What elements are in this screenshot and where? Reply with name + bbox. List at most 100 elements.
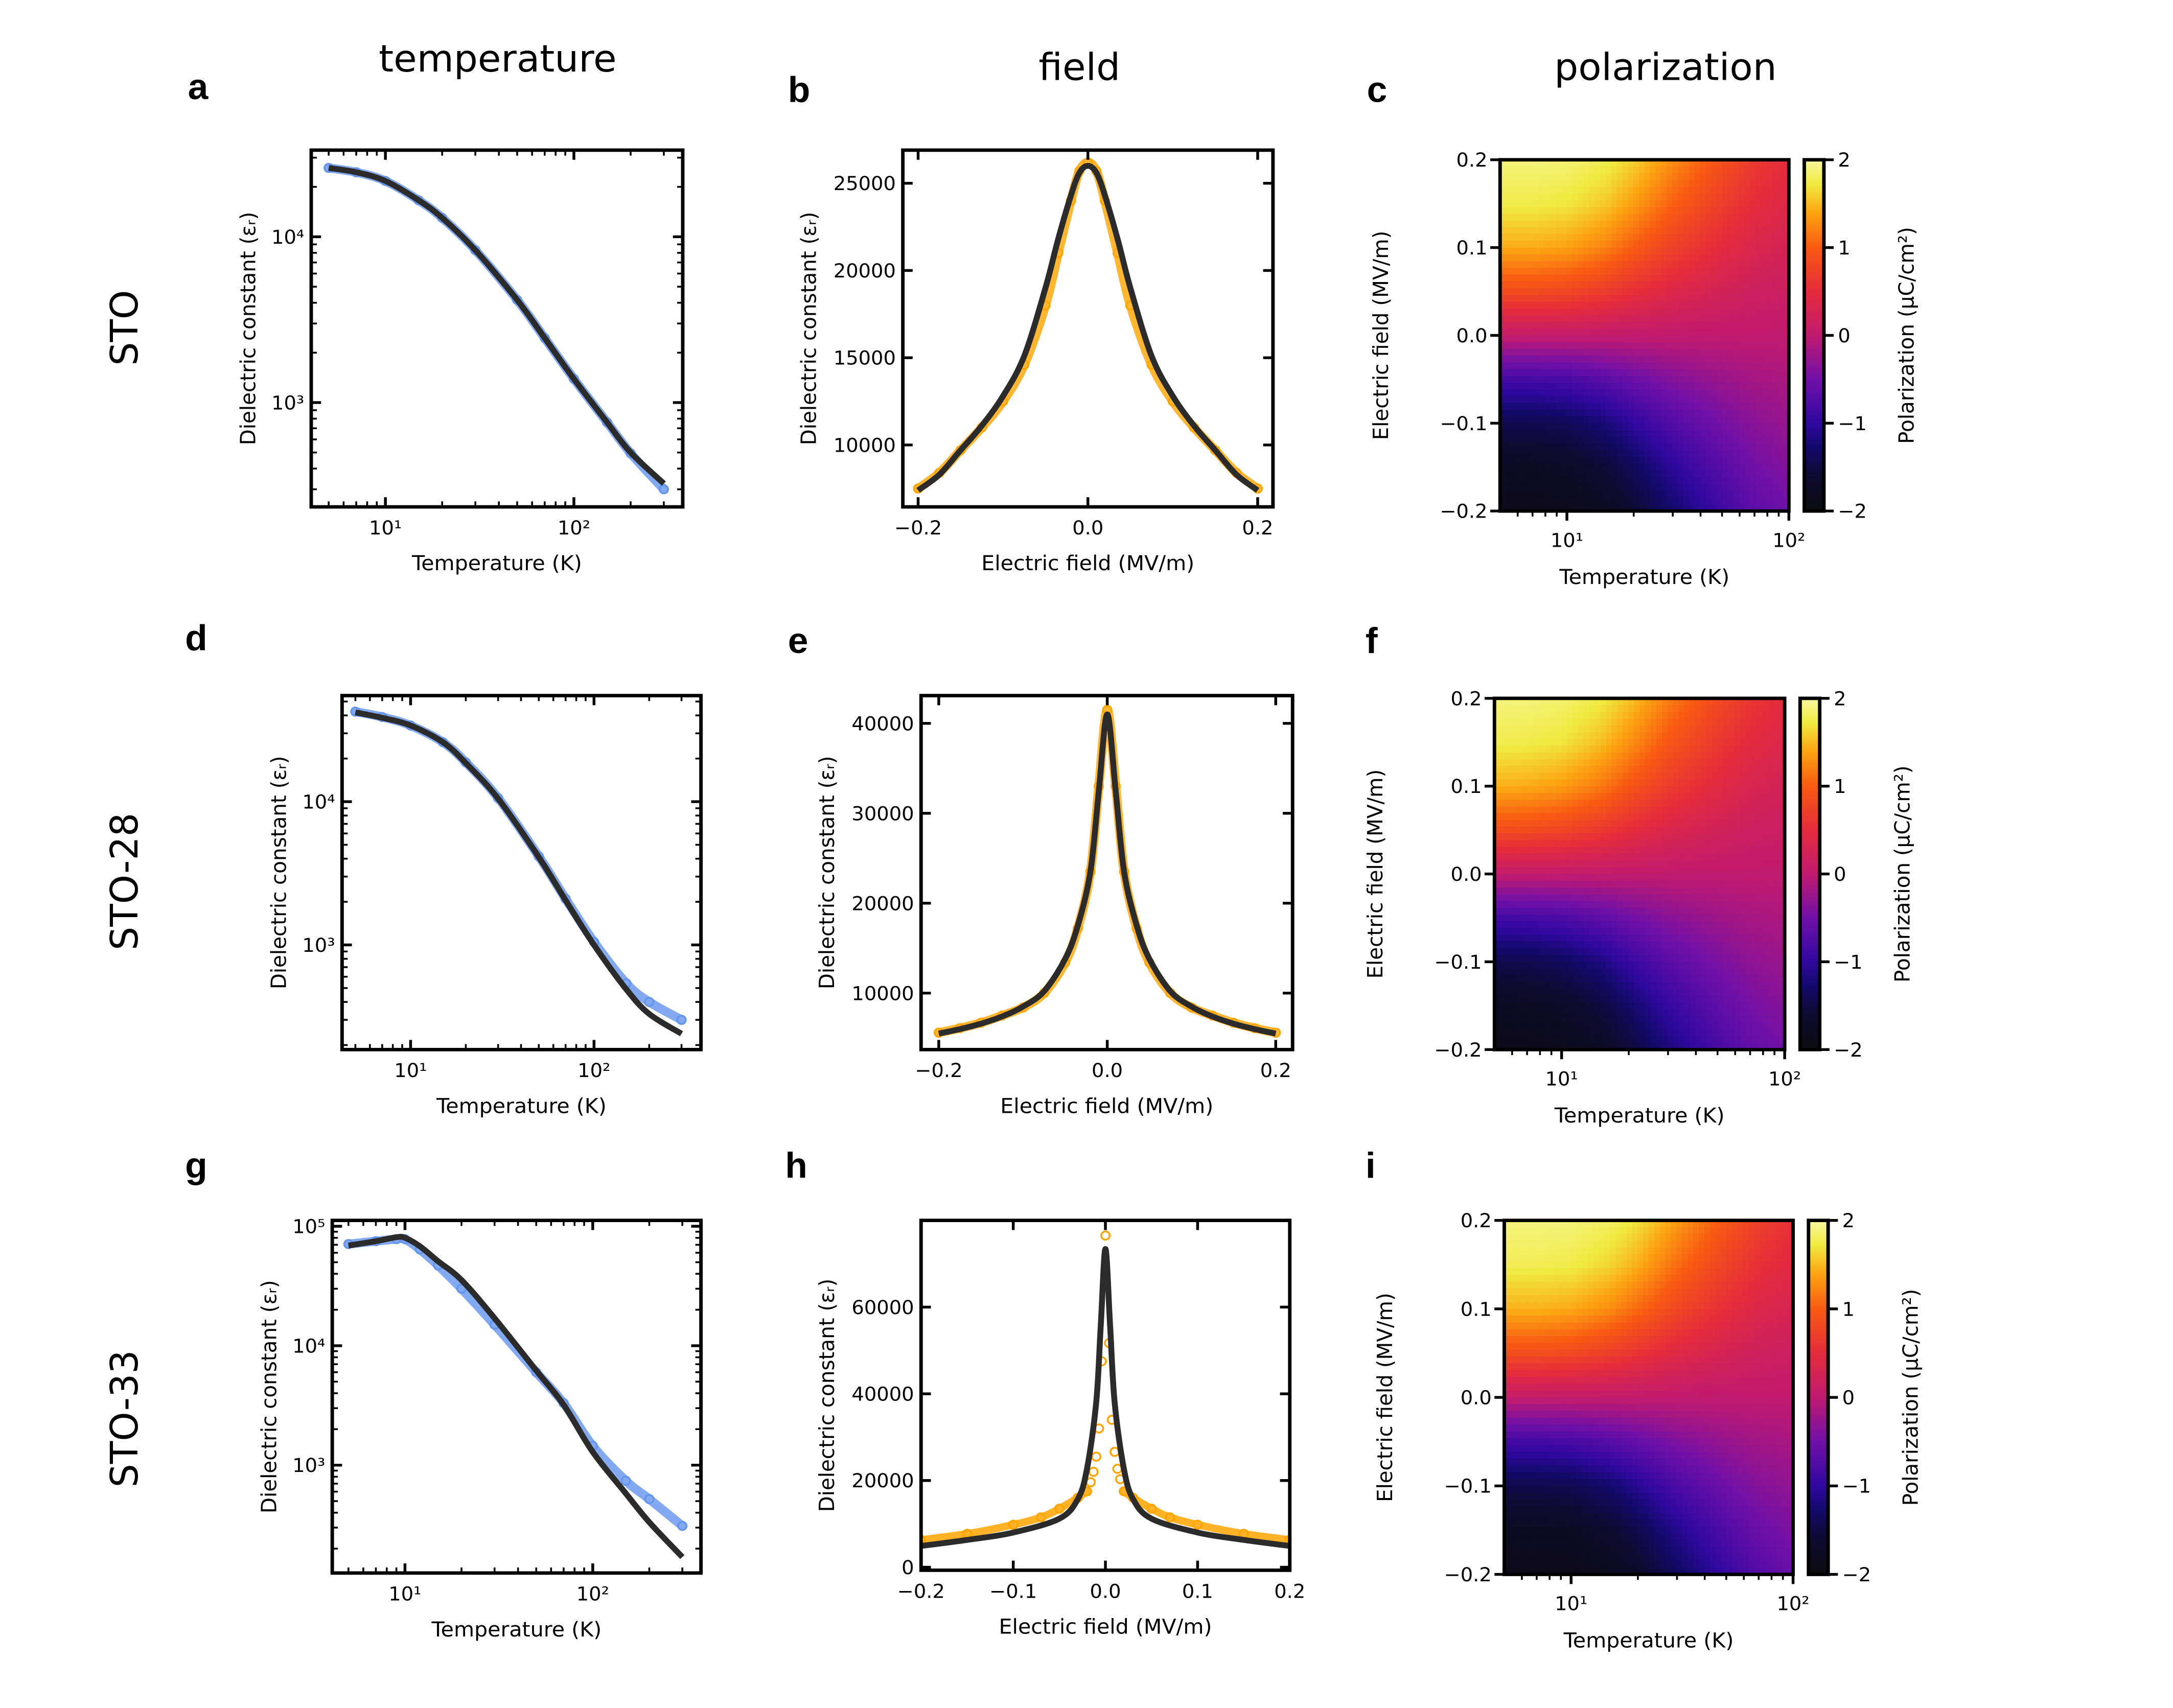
heatmap-cell [1684, 712, 1691, 720]
heatmap-cell [1727, 166, 1735, 174]
heatmap-cell [1617, 712, 1624, 720]
heatmap-cell [1528, 329, 1535, 337]
heatmap-cell [1594, 989, 1602, 997]
heatmap-cell [1616, 247, 1623, 255]
heatmap-cell [1623, 921, 1630, 929]
heatmap-cell [1639, 874, 1646, 882]
heatmap-cell [1623, 779, 1630, 787]
heatmap-cell [1650, 423, 1657, 431]
heatmap-cell [1506, 962, 1512, 970]
heatmap-cell [1583, 403, 1590, 411]
heatmap-cell [1645, 833, 1652, 841]
heatmap-cell [1733, 416, 1740, 424]
heatmap-cell [1673, 786, 1680, 794]
heatmap-cell [1766, 241, 1773, 249]
heatmap-cell [1572, 254, 1579, 262]
heatmap-cell [1506, 362, 1512, 370]
heatmap-cell [1705, 329, 1712, 337]
heatmap-cell [1572, 186, 1579, 195]
heatmap-cell [1628, 847, 1635, 855]
heatmap-cell [1589, 847, 1596, 855]
heatmap-cell [1690, 874, 1697, 882]
heatmap-cell [1678, 800, 1685, 807]
heatmap-cell [1555, 274, 1562, 283]
heatmap-cell [1766, 220, 1773, 228]
heatmap-cell [1689, 295, 1696, 302]
heatmap-cell [1594, 430, 1601, 438]
heatmap-cell [1567, 907, 1574, 916]
heatmap-cell [1567, 975, 1574, 983]
heatmap-cell [1566, 457, 1574, 465]
heatmap-cell [1761, 436, 1768, 444]
heatmap-cell [1600, 268, 1607, 276]
heatmap-cell [1522, 173, 1529, 181]
heatmap-cell [1544, 813, 1552, 821]
heatmap-cell [1594, 166, 1601, 174]
heatmap-cell [1750, 490, 1756, 499]
heatmap-cell [1533, 705, 1540, 713]
plot-area [913, 157, 1263, 494]
heatmap-cell [1594, 335, 1601, 343]
heatmap-cell [1567, 759, 1574, 767]
heatmap-cell [1594, 712, 1602, 720]
heatmap-cell [1589, 887, 1596, 895]
heatmap-cell [1645, 968, 1652, 976]
heatmap-cell [1522, 322, 1529, 330]
heatmap-cell [1611, 490, 1618, 499]
heatmap-cell [1600, 921, 1607, 929]
heatmap-cell [1727, 254, 1735, 262]
heatmap-cell [1506, 288, 1512, 296]
heatmap-cell [1667, 894, 1674, 902]
heatmap-cell [1511, 705, 1518, 713]
heatmap-cell [1511, 234, 1518, 242]
heatmap-cell [1539, 847, 1546, 855]
heatmap-cell [1645, 1016, 1652, 1024]
heatmap-cell [1583, 497, 1590, 505]
heatmap-cell [1650, 308, 1657, 316]
heatmap-cell [1722, 409, 1729, 417]
heatmap-cell [1777, 436, 1785, 444]
heatmap-cell [1528, 214, 1535, 222]
heatmap-cell [1589, 497, 1596, 505]
heatmap-cell [1695, 874, 1702, 882]
heatmap-cell [1761, 383, 1768, 390]
heatmap-cell [1583, 786, 1590, 794]
heatmap-cell [1623, 1029, 1630, 1037]
heatmap-cell [1655, 173, 1662, 181]
heatmap-cell [1566, 247, 1574, 255]
heatmap-cell [1639, 887, 1646, 895]
heatmap-cell [1516, 827, 1523, 834]
heatmap-cell [1673, 1022, 1680, 1031]
x-tick-label: 10² [558, 517, 590, 539]
heatmap-cell [1777, 342, 1785, 350]
heatmap-cell [1761, 288, 1768, 296]
heatmap-cell [1628, 403, 1634, 411]
heatmap-cell [1600, 403, 1607, 411]
heatmap-cell [1550, 894, 1557, 902]
heatmap-cell [1755, 166, 1762, 174]
heatmap-cell [1573, 880, 1579, 888]
heatmap-cell [1667, 914, 1674, 922]
heatmap-cell [1727, 436, 1735, 444]
heatmap-cell [1684, 779, 1691, 787]
heatmap-cell [1622, 274, 1629, 283]
heatmap-cell [1678, 806, 1685, 814]
heatmap-cell [1556, 1009, 1562, 1017]
heatmap-cell [1755, 450, 1762, 458]
heatmap-cell [1622, 173, 1629, 181]
heatmap-cell [1722, 430, 1729, 438]
heatmap-cell [1644, 227, 1651, 235]
heatmap-cell [1690, 792, 1697, 801]
heatmap-cell [1555, 342, 1562, 350]
heatmap-cell [1667, 295, 1673, 302]
heatmap-cell [1589, 281, 1596, 289]
heatmap-cell [1516, 840, 1523, 848]
heatmap-cell [1578, 800, 1585, 807]
heatmap-cell [1633, 497, 1640, 505]
heatmap-cell [1766, 362, 1773, 370]
heatmap-cell [1539, 288, 1545, 296]
heatmap-cell [1561, 295, 1568, 302]
heatmap-cell [1650, 383, 1657, 390]
heatmap-cell [1611, 342, 1618, 350]
